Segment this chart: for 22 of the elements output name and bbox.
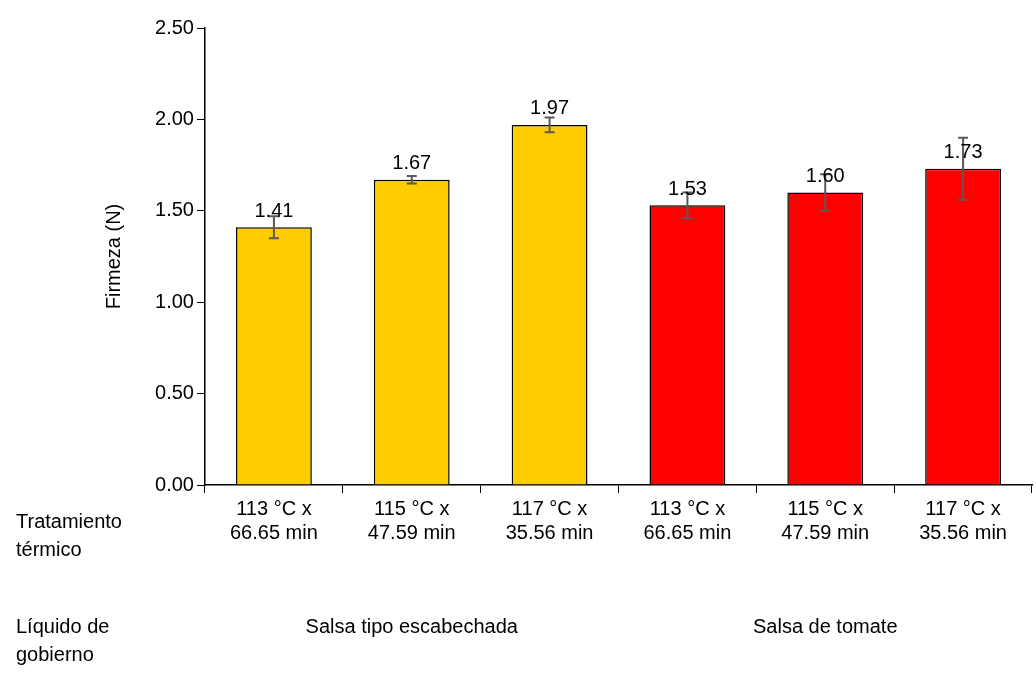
text: Salsa tipo escabechada	[305, 614, 519, 637]
x-tick-label: 117 °C x 35.56 min	[919, 496, 1008, 543]
data-label: 1.41	[254, 198, 294, 221]
text: Salsa de tomate	[752, 614, 898, 637]
y-tick-label: 1.50	[155, 198, 194, 221]
y-tick-label: 2.50	[155, 15, 194, 38]
data-label: 1.97	[530, 96, 570, 119]
text: Tratamiento térmico	[16, 509, 122, 560]
x-tick-label: 113 °C x 66.65 min	[229, 496, 318, 543]
data-label: 1.67	[392, 151, 432, 174]
x-tick-label: 117 °C x 35.56 min	[505, 496, 594, 543]
x-tick-label: 115 °C x 47.59 min	[367, 496, 456, 543]
text: Líquido de gobierno	[16, 614, 110, 665]
y-tick-label: 0.00	[155, 472, 194, 495]
y-tick-label: 2.00	[155, 106, 194, 129]
data-label: 1.60	[805, 164, 845, 187]
x-tick-label: 115 °C x 47.59 min	[781, 496, 870, 543]
y-axis-title: Firmeza (N)	[101, 203, 124, 310]
y-tick-label: 0.50	[155, 381, 194, 404]
x-tick-label: 113 °C x 66.65 min	[643, 496, 732, 543]
data-label: 1.53	[667, 176, 707, 199]
y-tick-label: 1.00	[155, 289, 194, 312]
